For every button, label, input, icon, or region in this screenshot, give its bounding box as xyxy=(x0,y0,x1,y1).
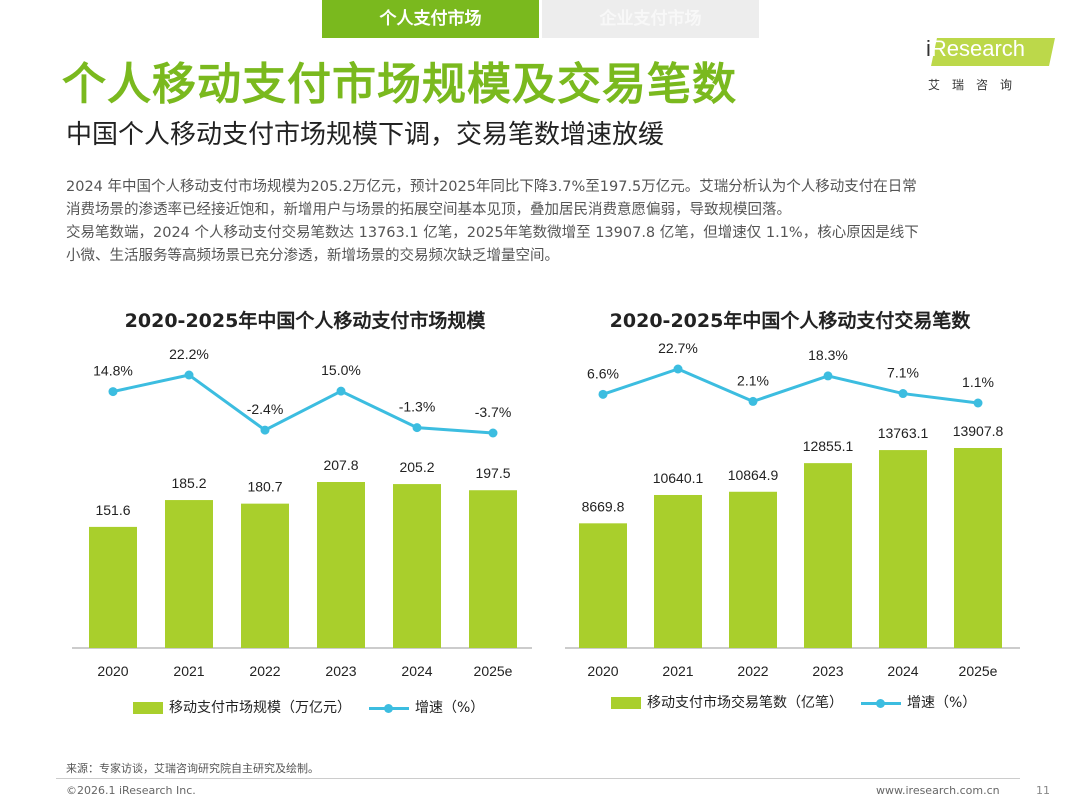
growth-point xyxy=(488,428,498,438)
bar-value-label: 8669.8 xyxy=(582,498,625,514)
growth-point xyxy=(184,370,194,380)
bar xyxy=(729,491,777,648)
x-tick-label: 2022 xyxy=(737,663,768,679)
page-number: 11 xyxy=(1036,784,1050,797)
bar-value-label: 180.7 xyxy=(247,479,282,495)
bar xyxy=(654,494,702,648)
legend-line-label: 增速（%） xyxy=(907,695,977,711)
legend-line-swatch xyxy=(861,697,901,709)
bar xyxy=(879,450,927,648)
bar-value-label: 151.6 xyxy=(95,502,130,518)
bar xyxy=(89,526,137,648)
x-tick-label: 2020 xyxy=(587,663,618,679)
growth-point xyxy=(598,389,608,399)
bar xyxy=(579,523,627,648)
copyright: ©2026.1 iResearch Inc. xyxy=(66,784,196,797)
growth-label: -2.4% xyxy=(247,401,284,417)
legend-line-label: 增速（%） xyxy=(415,700,485,716)
x-tick-label: 2023 xyxy=(325,663,356,679)
paragraph-line: 交易笔数端，2024 个人移动支付交易笔数达 13763.1 亿笔，2025年笔… xyxy=(66,225,919,241)
logo-subtext: 艾瑞咨询 xyxy=(928,78,1025,92)
tab-personal-payment[interactable]: 个人支付市场 xyxy=(322,0,539,38)
x-tick-label: 2022 xyxy=(249,663,280,679)
growth-line xyxy=(602,367,979,405)
growth-point xyxy=(973,398,983,408)
page-title: 个人移动支付市场规模及交易笔数 xyxy=(62,59,737,110)
bar-value-label: 205.2 xyxy=(399,459,434,475)
x-tick-label: 2023 xyxy=(812,663,843,679)
bar-value-label: 197.5 xyxy=(475,465,510,481)
tab-enterprise-payment[interactable]: 企业支付市场 xyxy=(542,0,759,38)
x-tick-label: 2021 xyxy=(173,663,204,679)
growth-label: 2.1% xyxy=(737,372,769,388)
growth-point xyxy=(260,425,270,435)
legend-bar-swatch xyxy=(611,697,641,709)
bar-value-label: 10640.1 xyxy=(653,470,704,486)
growth-label: -1.3% xyxy=(399,399,436,415)
chart-title-transactions: 2020-2025年中国个人移动支付交易笔数 xyxy=(609,310,971,332)
footer-divider xyxy=(56,778,1020,779)
bar-value-label: 13907.8 xyxy=(953,423,1004,439)
growth-label: 15.0% xyxy=(321,362,361,378)
logo-i: i xyxy=(926,36,931,61)
x-tick-label: 2025e xyxy=(959,663,998,679)
bar-value-label: 10864.9 xyxy=(728,467,779,483)
website-link[interactable]: www.iresearch.com.cn xyxy=(876,784,1000,797)
growth-line xyxy=(112,373,494,435)
growth-label: 22.7% xyxy=(658,340,698,356)
paragraph-line: 小微、生活服务等高频场景已充分渗透，新增场景的交易频次缺乏增量空间。 xyxy=(66,248,559,264)
legend-bar-label: 移动支付市场规模（万亿元） xyxy=(169,700,351,716)
growth-label: 14.8% xyxy=(93,363,133,379)
legend-bar-label: 移动支付市场交易笔数（亿笔） xyxy=(647,695,843,711)
legend-transactions: 移动支付市场交易笔数（亿笔） 增速（%） xyxy=(611,692,976,712)
page-subtitle: 中国个人移动支付市场规模下调，交易笔数增速放缓 xyxy=(66,120,665,150)
growth-point xyxy=(412,423,422,433)
legend-market-size: 移动支付市场规模（万亿元） 增速（%） xyxy=(133,697,484,717)
bar xyxy=(804,463,852,648)
legend-line-swatch xyxy=(369,702,409,714)
growth-point xyxy=(898,389,908,399)
bar-value-label: 13763.1 xyxy=(878,425,929,441)
growth-point xyxy=(673,364,683,374)
bar xyxy=(317,482,365,648)
growth-label: 6.6% xyxy=(587,365,619,381)
bar xyxy=(469,490,517,648)
x-tick-label: 2021 xyxy=(662,663,693,679)
paragraph-line: 消费场景的渗透率已经接近饱和，新增用户与场景的拓展空间基本见顶，叠加居民消费意愿… xyxy=(66,202,791,218)
iresearch-logo: iResearch 艾瑞咨询 xyxy=(926,32,1055,96)
legend-bar-swatch xyxy=(133,702,163,714)
growth-label: 18.3% xyxy=(808,347,848,363)
bar xyxy=(393,484,441,648)
logo-text: iResearch xyxy=(926,36,1025,62)
chart-title-market-size: 2020-2025年中国个人移动支付市场规模 xyxy=(124,310,486,332)
x-tick-label: 2024 xyxy=(401,663,432,679)
logo-word: Research xyxy=(930,36,1026,61)
growth-point xyxy=(336,386,346,396)
x-tick-label: 2025e xyxy=(474,663,513,679)
x-tick-label: 2024 xyxy=(887,663,918,679)
growth-point xyxy=(108,387,118,397)
bar xyxy=(954,448,1002,648)
x-tick-label: 2020 xyxy=(97,663,128,679)
bar-value-label: 12855.1 xyxy=(803,438,854,454)
bar-value-label: 185.2 xyxy=(171,475,206,491)
paragraph-line: 2024 年中国个人移动支付市场规模为205.2万亿元，预计2025年同比下降3… xyxy=(66,179,917,195)
growth-label: 1.1% xyxy=(962,374,994,390)
source-note: 来源：专家访谈，艾瑞咨询研究院自主研究及绘制。 xyxy=(66,762,319,775)
growth-label: 7.1% xyxy=(887,365,919,381)
growth-point xyxy=(748,396,758,406)
growth-point xyxy=(823,371,833,381)
growth-label: -3.7% xyxy=(475,404,512,420)
bar xyxy=(241,503,289,648)
bar-value-label: 207.8 xyxy=(323,457,358,473)
growth-label: 22.2% xyxy=(169,346,209,362)
bar xyxy=(165,500,213,648)
